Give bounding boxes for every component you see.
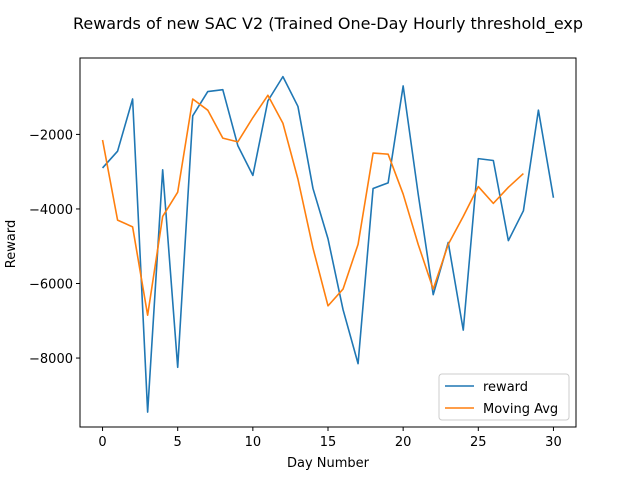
x-axis-label: Day Number xyxy=(287,456,370,471)
y-tick-label: −4000 xyxy=(29,203,73,218)
x-tick-label: 0 xyxy=(98,435,106,450)
x-tick-label: 10 xyxy=(245,435,262,450)
y-tick-label: −8000 xyxy=(29,352,73,367)
x-tick-label: 30 xyxy=(545,435,562,450)
legend-label-reward: reward xyxy=(483,380,528,395)
y-axis: −8000 −6000 −4000 −2000 xyxy=(29,128,80,367)
chart-title: Rewards of new SAC V2 (Trained One-Day H… xyxy=(73,14,583,34)
series-layer xyxy=(101,75,555,413)
series-line-reward xyxy=(101,75,555,413)
x-tick-label: 25 xyxy=(470,435,487,450)
y-tick-label: −2000 xyxy=(29,128,73,143)
x-tick-label: 5 xyxy=(174,435,182,450)
x-axis: 0 5 10 15 20 25 30 xyxy=(98,427,562,450)
x-tick-label: 20 xyxy=(395,435,412,450)
y-tick-label: −6000 xyxy=(29,278,73,293)
x-tick-label: 15 xyxy=(320,435,337,450)
y-axis-label: Reward xyxy=(4,220,19,268)
legend: reward Moving Avg xyxy=(438,373,570,421)
legend-label-moving-avg: Moving Avg xyxy=(483,402,558,417)
series-line-moving-avg xyxy=(101,94,524,316)
